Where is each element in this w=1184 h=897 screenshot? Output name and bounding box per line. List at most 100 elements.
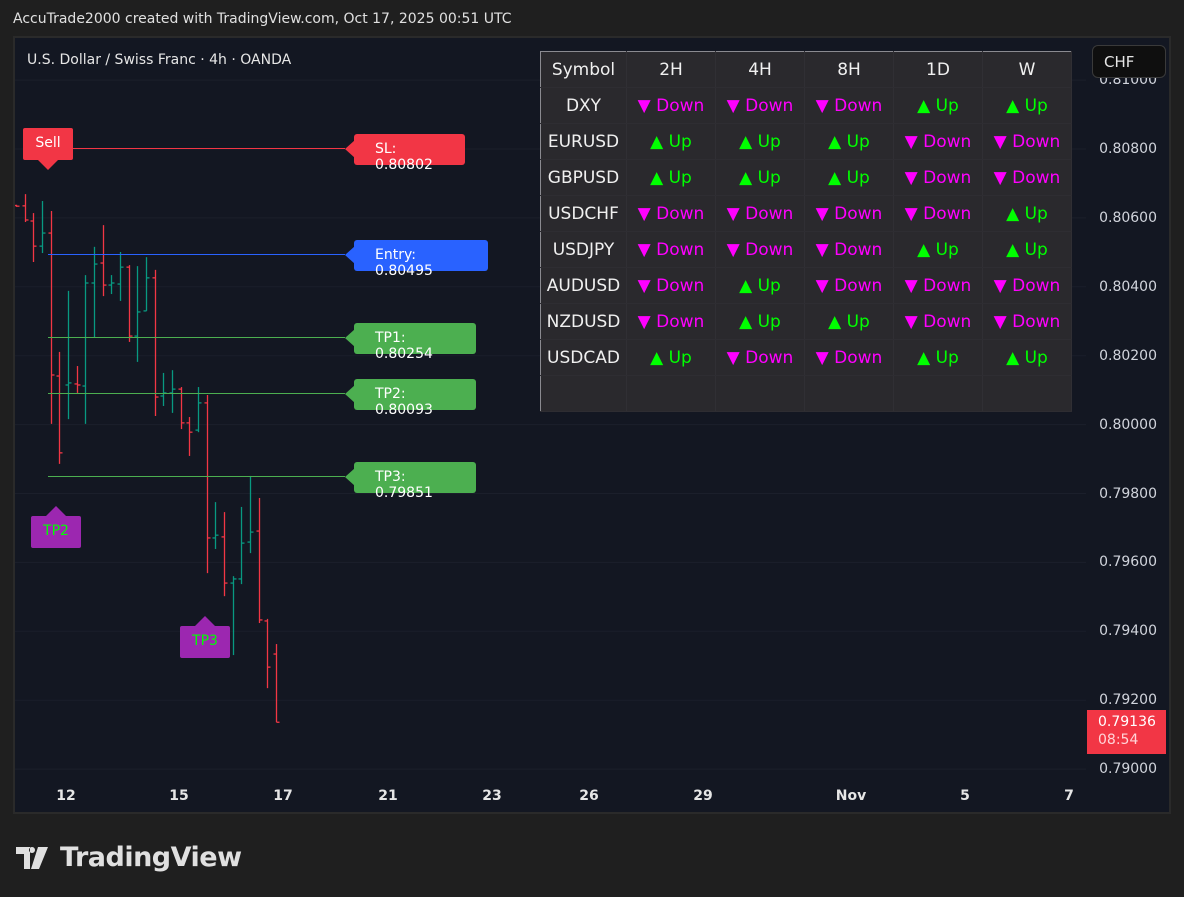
trend-cell: ▼ Down <box>626 87 716 124</box>
trend-table-row: USDJPY ▼ Down ▼ Down ▼ Down ▲ Up ▲ Up <box>540 231 1072 268</box>
time-axis-label: 7 <box>1064 788 1074 804</box>
empty-cell <box>715 375 805 412</box>
trend-cell: ▲ Up <box>715 303 805 340</box>
symbol-cell: USDCHF <box>540 195 627 232</box>
trend-cell: ▲ Up <box>715 267 805 304</box>
currency-button[interactable]: CHF <box>1092 45 1166 78</box>
trend-cell: ▲ Up <box>982 231 1072 268</box>
level-label-sl: SL: 0.80802 <box>345 133 465 173</box>
trend-cell: ▲ Up <box>626 123 716 160</box>
empty-cell <box>982 375 1072 412</box>
tradingview-logo: TradingView <box>16 842 242 873</box>
price-axis-label: 0.79000 <box>1099 761 1157 778</box>
trend-cell: ▲ Up <box>715 159 805 196</box>
trend-cell: ▼ Down <box>804 195 894 232</box>
trend-table-row: DXY ▼ Down ▼ Down ▼ Down ▲ Up ▲ Up <box>540 87 1072 124</box>
trend-cell: ▲ Up <box>982 195 1072 232</box>
trend-cell: ▼ Down <box>804 339 894 376</box>
trend-cell: ▲ Up <box>893 87 983 124</box>
level-label-tp: TP1: 0.80254 <box>345 322 476 362</box>
empty-cell <box>626 375 716 412</box>
trend-cell: ▼ Down <box>804 87 894 124</box>
trend-table: Symbol 2H 4H 8H 1D W DXY ▼ Down ▼ Down ▼ Down ▲ Up… <box>540 51 1072 412</box>
current-price-tag: 0.79136 08:54 <box>1087 710 1166 754</box>
price-axis-label: 0.80800 <box>1099 141 1157 157</box>
trend-cell: ▲ Up <box>715 123 805 160</box>
price-axis-label: 0.80000 <box>1099 416 1157 433</box>
trend-table-row: NZDUSD ▼ Down ▲ Up ▲ Up ▼ Down ▼ Down <box>540 303 1072 340</box>
time-axis-label: 17 <box>273 788 293 804</box>
trend-cell: ▲ Up <box>982 87 1072 124</box>
trend-cell: ▼ Down <box>893 195 983 232</box>
signal-marker-tp2: TP2 <box>31 506 81 548</box>
trend-cell: ▲ Up <box>982 339 1072 376</box>
symbol-cell: USDJPY <box>540 231 627 268</box>
empty-cell <box>804 375 894 412</box>
trend-cell: ▼ Down <box>893 159 983 196</box>
trend-table-row: GBPUSD ▲ Up ▲ Up ▲ Up ▼ Down ▼ Down <box>540 159 1072 196</box>
empty-cell <box>893 375 983 412</box>
snapshot-caption: AccuTrade2000 created with TradingView.c… <box>13 11 512 27</box>
symbol-cell: USDCAD <box>540 339 627 376</box>
trend-table-row: EURUSD ▲ Up ▲ Up ▲ Up ▼ Down ▼ Down <box>540 123 1072 160</box>
time-axis-label: 12 <box>56 788 76 804</box>
price-axis-label: 0.79600 <box>1099 554 1157 571</box>
symbol-cell: GBPUSD <box>540 159 627 196</box>
signal-marker-sell: Sell <box>23 128 73 170</box>
bar-countdown: 08:54 <box>1098 732 1139 748</box>
trend-cell: ▼ Down <box>982 123 1072 160</box>
time-axis-label: 21 <box>378 788 398 804</box>
symbol-cell: AUDUSD <box>540 267 627 304</box>
trend-cell: ▼ Down <box>626 267 716 304</box>
header-cell: 4H <box>715 51 805 88</box>
trend-cell: ▼ Down <box>626 303 716 340</box>
symbol-cell: NZDUSD <box>540 303 627 340</box>
symbol-title: U.S. Dollar / Swiss Franc · 4h · OANDA <box>27 52 292 68</box>
time-axis-label: Nov <box>835 788 867 804</box>
trend-cell: ▼ Down <box>893 123 983 160</box>
trend-cell: ▼ Down <box>626 231 716 268</box>
header-cell: 2H <box>626 51 716 88</box>
time-axis-label: 5 <box>960 788 970 804</box>
trend-cell: ▲ Up <box>804 123 894 160</box>
symbol-cell: DXY <box>540 87 627 124</box>
trend-cell: ▼ Down <box>982 159 1072 196</box>
signal-marker-tp3: TP3 <box>180 616 230 658</box>
trend-cell: ▼ Down <box>715 231 805 268</box>
trend-cell: ▼ Down <box>804 267 894 304</box>
chart-pane[interactable]: U.S. Dollar / Swiss Franc · 4h · OANDA S… <box>13 36 1171 814</box>
header-cell: 8H <box>804 51 894 88</box>
time-axis-label: 26 <box>579 788 599 804</box>
price-axis-label: 0.79800 <box>1099 485 1157 502</box>
trend-table-row: USDCHF ▼ Down ▼ Down ▼ Down ▼ Down ▲ Up <box>540 195 1072 232</box>
price-axis[interactable]: 0.81000 0.80800 0.80600 0.80400 0.80200 0.800… <box>1086 38 1171 813</box>
symbol-cell: EURUSD <box>540 123 627 160</box>
empty-cell <box>540 375 627 412</box>
price-axis-label: 0.80400 <box>1099 278 1157 295</box>
price-axis-label: 0.79200 <box>1099 692 1157 709</box>
trend-cell: ▼ Down <box>982 267 1072 304</box>
trend-cell: ▲ Up <box>893 231 983 268</box>
time-axis-label: 23 <box>482 788 502 804</box>
trend-cell: ▲ Up <box>804 303 894 340</box>
trend-cell: ▼ Down <box>715 339 805 376</box>
trend-cell: ▼ Down <box>715 87 805 124</box>
trend-cell: ▼ Down <box>804 231 894 268</box>
time-axis-label: 29 <box>693 788 713 804</box>
trend-table-row: USDCAD ▲ Up ▼ Down ▼ Down ▲ Up ▲ Up <box>540 339 1072 376</box>
trend-cell: ▼ Down <box>982 303 1072 340</box>
trend-cell: ▼ Down <box>715 195 805 232</box>
price-axis-label: 0.80600 <box>1099 209 1157 226</box>
trend-cell: ▲ Up <box>626 159 716 196</box>
level-label-entry: Entry: 0.80495 <box>345 239 488 279</box>
level-label-tp: TP2: 0.80093 <box>345 378 476 418</box>
current-price: 0.79136 <box>1098 714 1156 730</box>
trend-table-empty-row <box>540 375 1072 412</box>
trend-cell: ▼ Down <box>893 303 983 340</box>
tradingview-wordmark: TradingView <box>60 842 242 873</box>
trend-cell: ▲ Up <box>893 339 983 376</box>
trend-table-header: Symbol 2H 4H 8H 1D W <box>540 51 1072 88</box>
trend-cell: ▲ Up <box>626 339 716 376</box>
tradingview-logo-icon <box>16 846 48 869</box>
trend-cell: ▲ Up <box>804 159 894 196</box>
